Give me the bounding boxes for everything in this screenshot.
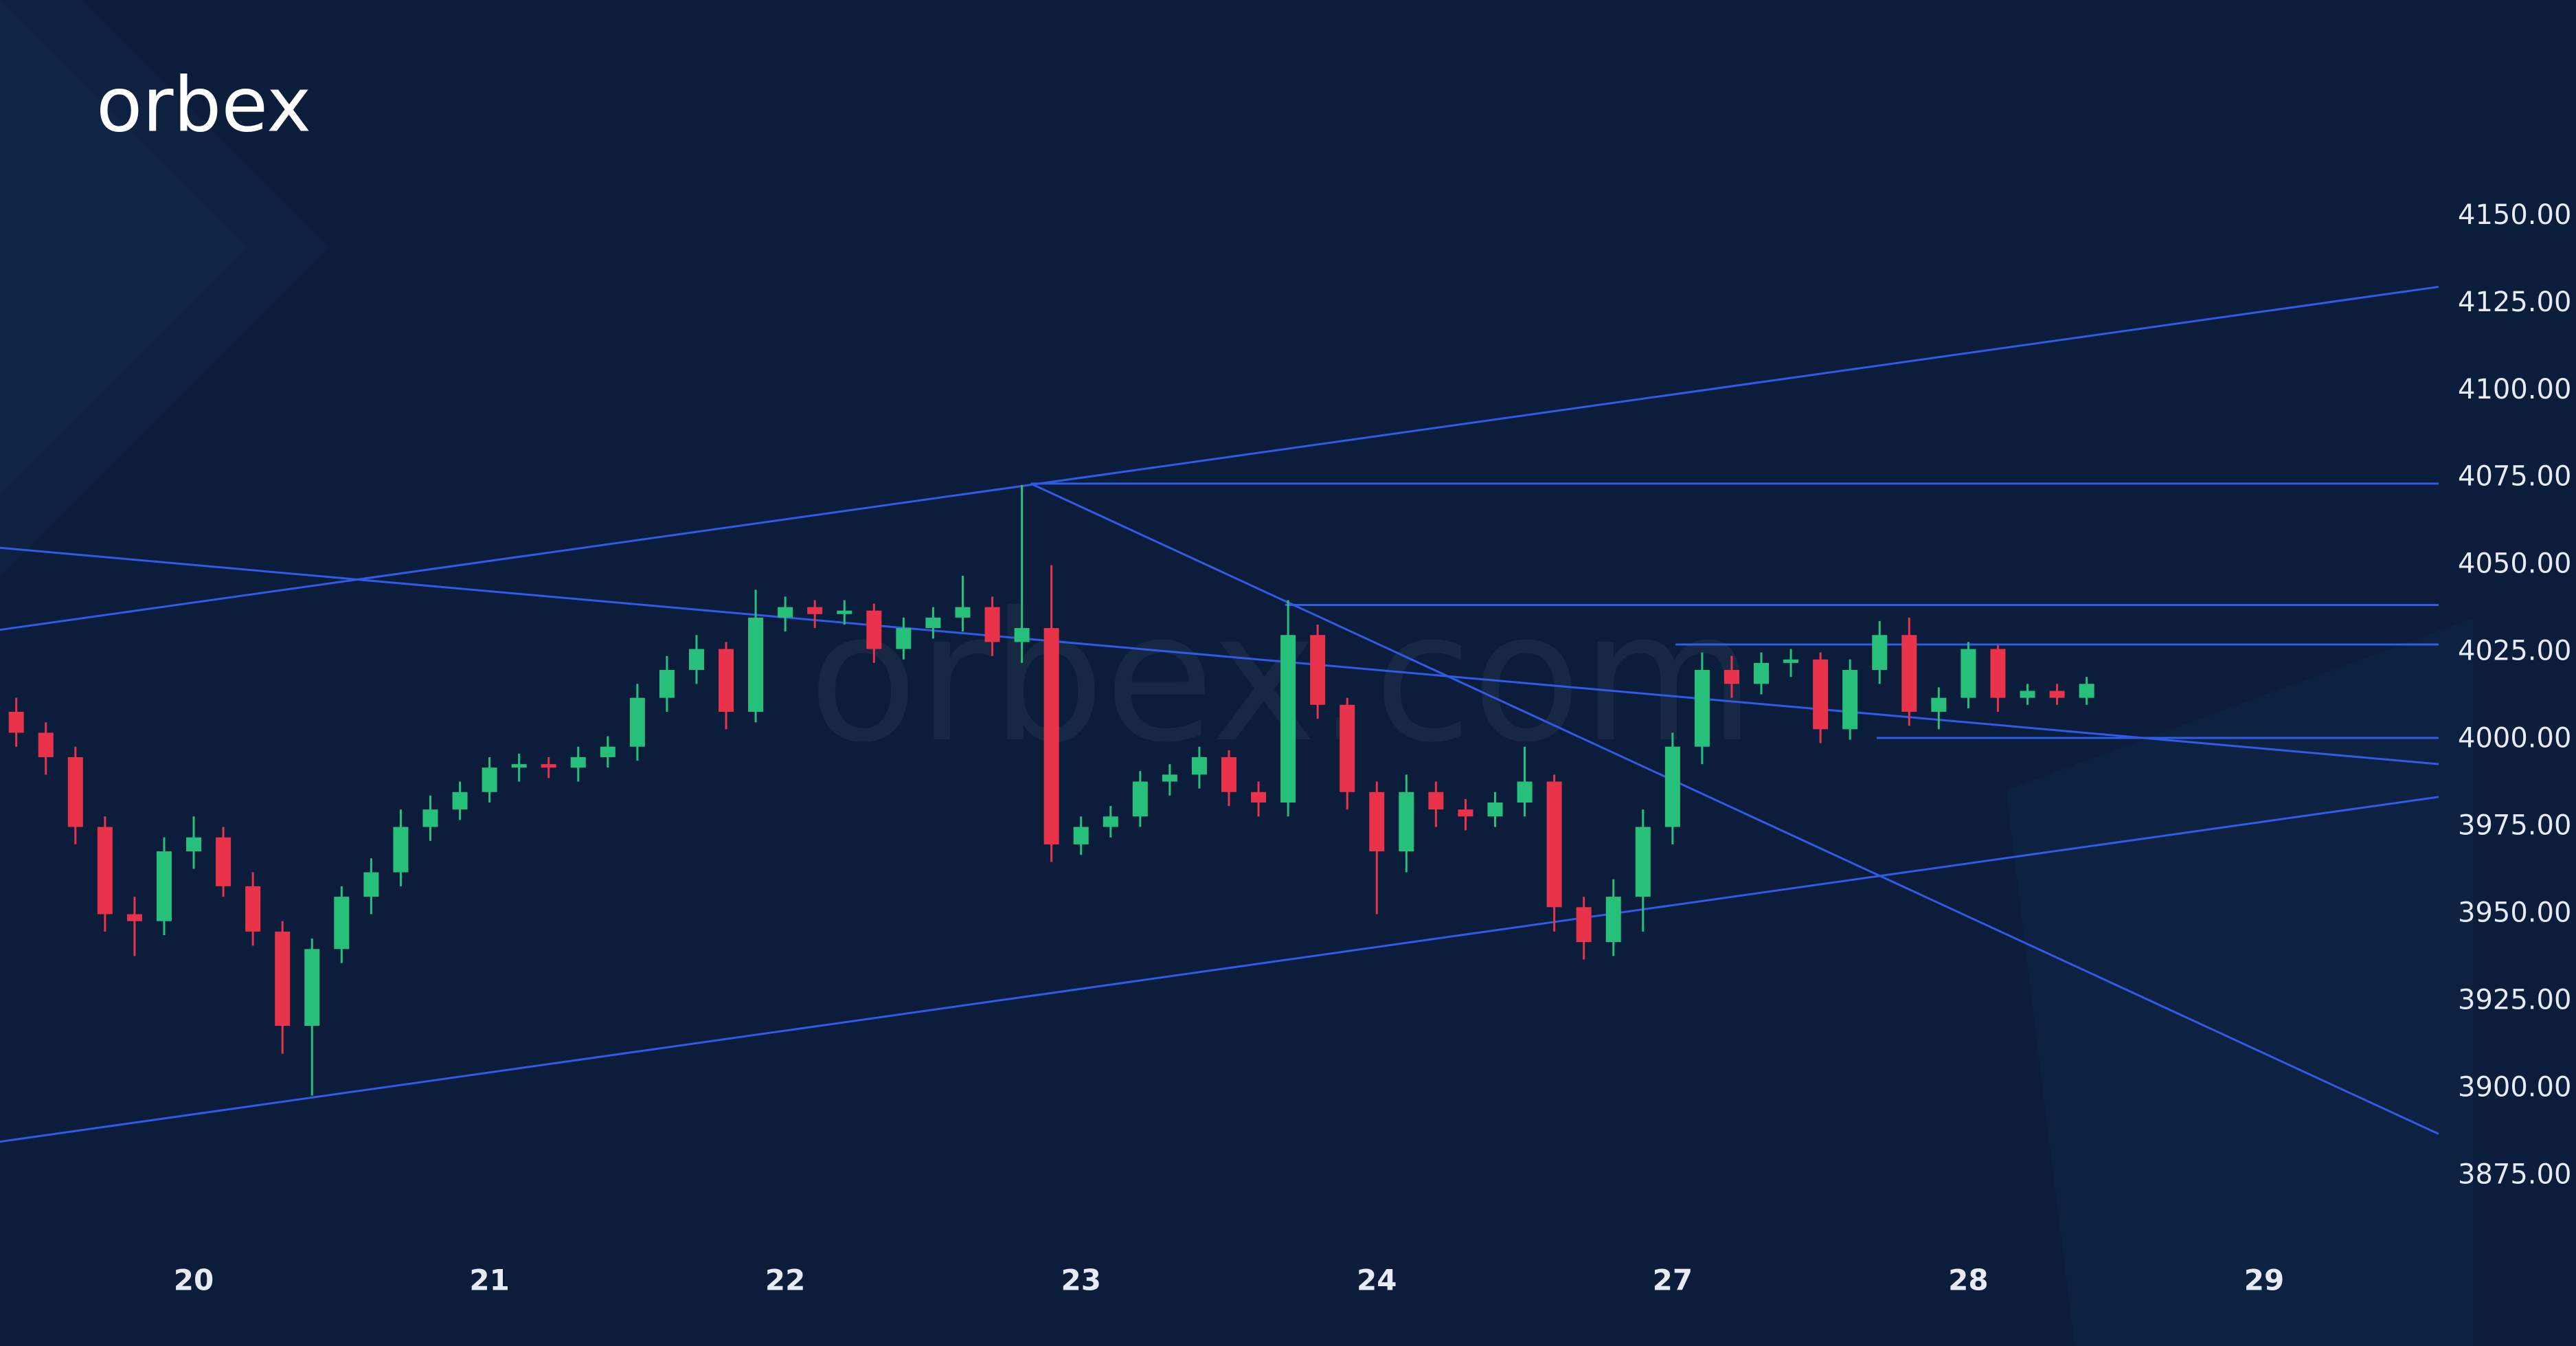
decor [0, 0, 247, 495]
candle-body [1872, 635, 1888, 671]
candle-body [1487, 802, 1503, 817]
candle-body [1694, 670, 1710, 747]
candle-body [1132, 781, 1148, 817]
candle-body [393, 827, 409, 873]
x-tick-label: 22 [765, 1264, 805, 1297]
y-tick-label: 4000.00 [2458, 723, 2571, 754]
candle-body [1754, 662, 1770, 684]
candle-body [126, 914, 142, 921]
candle-body [1842, 670, 1858, 730]
candle-body [570, 756, 586, 768]
y-tick-label: 3875.00 [2458, 1158, 2571, 1190]
x-tick-label: 24 [1357, 1264, 1397, 1297]
y-tick-label: 3925.00 [2458, 984, 2571, 1016]
candle-body [275, 931, 291, 1026]
y-tick-label: 4025.00 [2458, 636, 2571, 667]
candle-body [1990, 649, 2006, 698]
candle-body [1724, 670, 1739, 684]
candle-body [1014, 628, 1030, 642]
candle-body [452, 792, 468, 810]
candle-body [1103, 816, 1118, 827]
candle-body [1458, 809, 1473, 817]
candle-body [1369, 792, 1385, 852]
candle-body [363, 872, 379, 897]
candle-body [1783, 659, 1799, 663]
candle-body [1517, 781, 1533, 803]
candle-body [38, 732, 54, 757]
candle-body [1635, 827, 1651, 897]
y-tick-label: 4050.00 [2458, 548, 2571, 580]
x-tick-label: 23 [1061, 1264, 1100, 1297]
candle-body [955, 607, 971, 618]
candle-body [1399, 792, 1414, 852]
logo: orbex [96, 60, 311, 148]
candle-body [1310, 635, 1326, 705]
candle-body [896, 628, 912, 649]
candle-body [1664, 746, 1680, 827]
trendline [1030, 482, 2439, 1135]
candle-body [2020, 691, 2035, 698]
candle-body [837, 610, 852, 614]
y-tick-label: 4150.00 [2458, 199, 2571, 231]
candle-body [984, 607, 1000, 642]
x-tick-label: 29 [2244, 1264, 2284, 1297]
candle-body [67, 756, 83, 827]
y-tick-label: 4100.00 [2458, 374, 2571, 405]
candle-body [866, 610, 882, 649]
y-tick-label: 3975.00 [2458, 810, 2571, 842]
trendline [0, 546, 2439, 765]
candle-body [1251, 792, 1267, 803]
candle-body [1191, 756, 1207, 775]
candle-body [1221, 756, 1236, 792]
candle-body [1162, 774, 1177, 782]
candle-body [1931, 697, 1947, 712]
candle-body [600, 746, 615, 757]
y-tick-label: 4125.00 [2458, 287, 2571, 318]
candle-body [482, 767, 497, 792]
candle-body [541, 764, 556, 768]
x-tick-label: 27 [1653, 1264, 1693, 1297]
candle-body [2079, 684, 2094, 698]
candle-body [2049, 691, 2065, 698]
candle-body [688, 649, 704, 671]
candle-body [97, 827, 113, 915]
candle-body [807, 607, 823, 614]
candle-body [1043, 628, 1059, 844]
candle-body [1813, 659, 1829, 730]
candle-body [1073, 827, 1089, 844]
candle-body [216, 837, 231, 886]
trendline [0, 796, 2439, 1143]
candle-body [1340, 704, 1355, 792]
candle-body [1280, 635, 1296, 803]
candle-body [1428, 792, 1444, 810]
candle-body [156, 851, 172, 921]
candle-body [1901, 635, 1917, 712]
candle-body [748, 617, 764, 712]
x-tick-label: 21 [469, 1264, 509, 1297]
candle-body [629, 697, 645, 747]
candle-body [304, 949, 320, 1026]
candle-body [511, 764, 527, 768]
candle-body [778, 607, 793, 618]
candle-body [1605, 897, 1621, 943]
y-tick-label: 3900.00 [2458, 1071, 2571, 1103]
y-tick-label: 4075.00 [2458, 461, 2571, 493]
candle-body [1961, 649, 1976, 698]
candle-body [245, 886, 261, 932]
x-tick-label: 28 [1948, 1264, 1988, 1297]
trendline [0, 285, 2439, 631]
candle-body [659, 670, 675, 698]
candle-body [719, 649, 734, 712]
candle-body [925, 617, 941, 629]
y-tick-label: 3950.00 [2458, 897, 2571, 928]
candle-body [422, 809, 438, 827]
candle-body [186, 837, 202, 852]
candle-body [1576, 907, 1592, 943]
x-tick-label: 20 [174, 1264, 214, 1297]
candle-body [8, 711, 24, 733]
candle-body [334, 897, 350, 950]
decor [2006, 618, 2473, 1346]
candle-body [1546, 781, 1562, 908]
